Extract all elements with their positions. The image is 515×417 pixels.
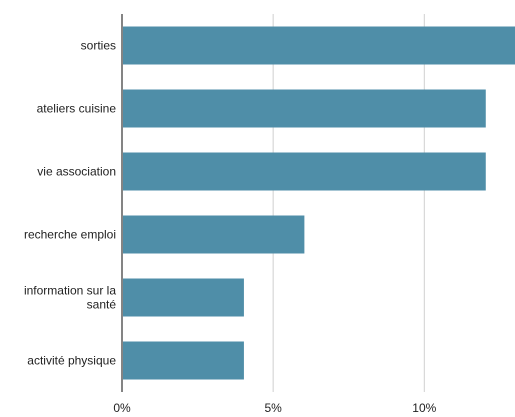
bar (123, 152, 486, 191)
x-tick-label: 5% (264, 401, 282, 415)
category-label: sorties (81, 39, 116, 53)
x-tick-labels: 0% 5% 10% (113, 401, 436, 415)
category-label: vie association (37, 165, 116, 179)
bar (123, 341, 244, 380)
bar (123, 215, 305, 254)
bars (123, 26, 515, 380)
gridlines (272, 14, 425, 392)
category-labels: sorties ateliers cuisine vie association re… (24, 39, 116, 368)
x-tick-label: 0% (113, 401, 131, 415)
x-tick-label: 10% (412, 401, 436, 415)
category-label: information sur la santé (24, 284, 116, 312)
bar (123, 278, 244, 317)
bar (123, 26, 515, 65)
category-label: recherche emploi (24, 228, 116, 242)
category-label: activité physique (27, 354, 116, 368)
bar (123, 89, 486, 128)
category-label: ateliers cuisine (37, 102, 117, 116)
